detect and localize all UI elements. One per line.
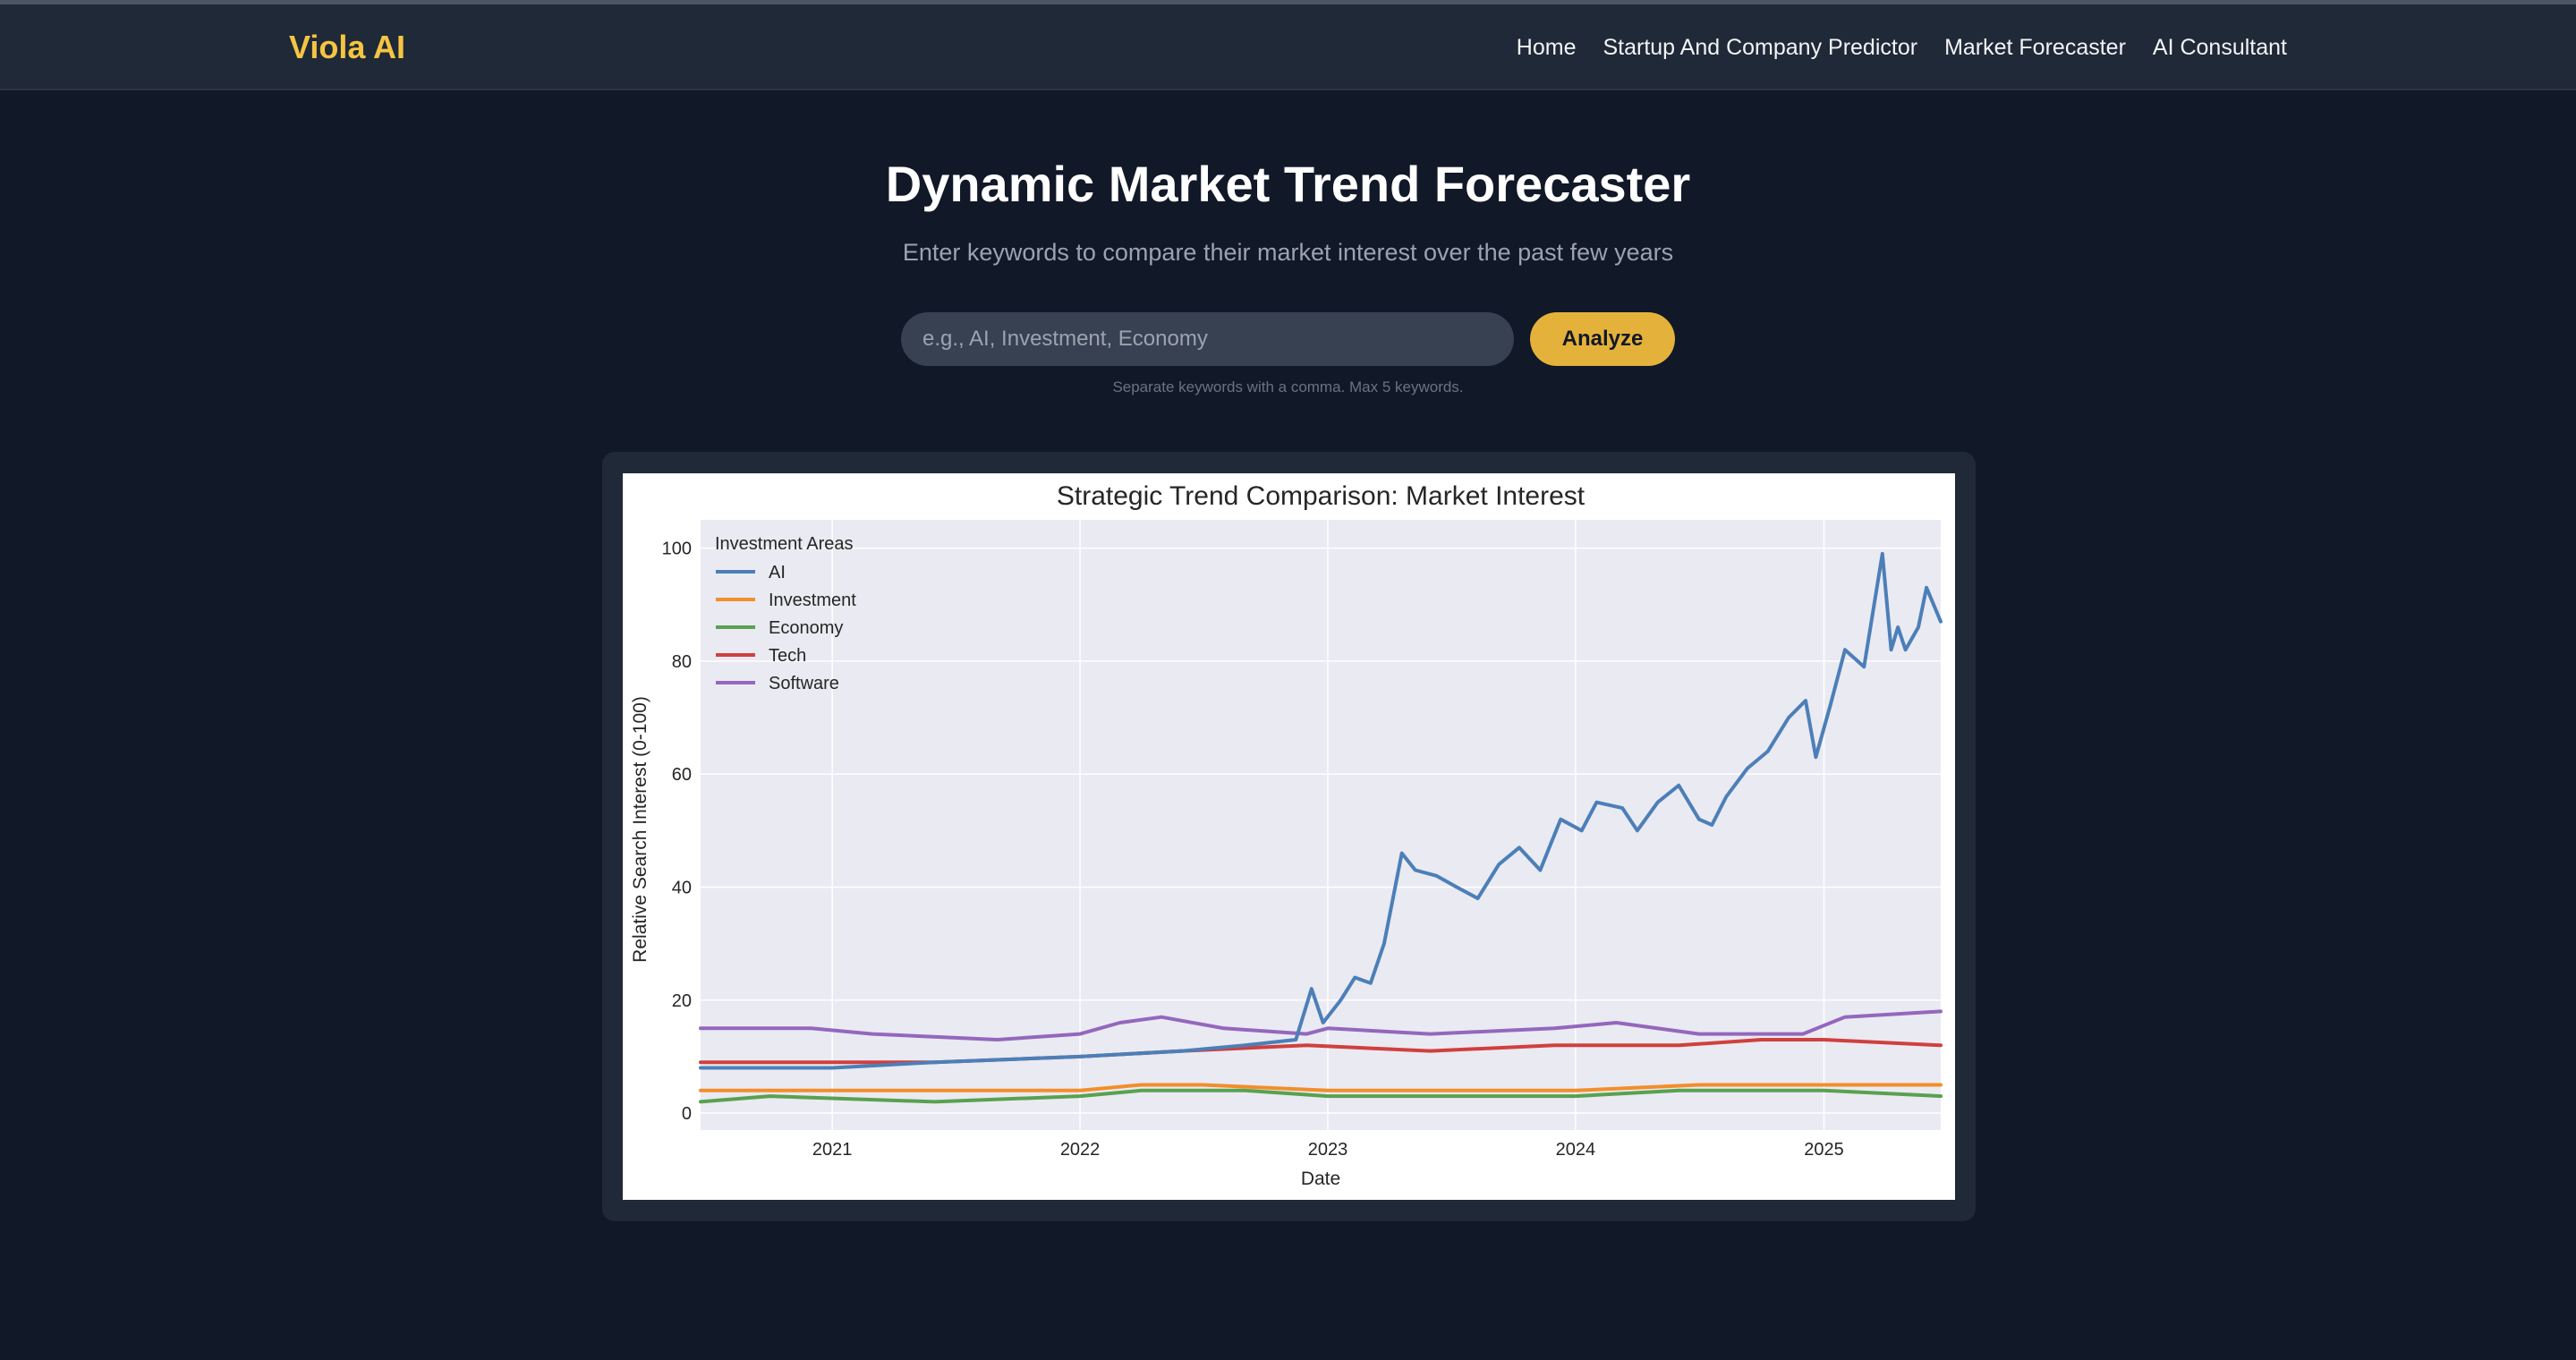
chart-card: 0 20 40 60 80 100 2021 2022 2023 2024 2025 Strateg…	[602, 452, 1976, 1221]
y-tick-label: 100	[662, 540, 692, 559]
x-tick-label: 2022	[1060, 1140, 1101, 1160]
keyword-hint: Separate keywords with a comma. Max 5 ke…	[1112, 378, 1464, 395]
chart-x-axis-label: Date	[1301, 1169, 1340, 1189]
nav-links: Home Startup And Company Predictor Marke…	[1517, 31, 2287, 64]
x-tick-label: 2023	[1308, 1140, 1348, 1160]
nav-consultant-link[interactable]: AI Consultant	[2152, 35, 2287, 60]
series-line-ai	[699, 551, 1943, 1070]
chart-title: Strategic Trend Comparison: Market Inter…	[1057, 481, 1586, 511]
legend-label-investment: Investment	[769, 591, 856, 610]
chart-tick-labels: 0 20 40 60 80 100 2021 2022 2023 2024 2025	[662, 540, 1844, 1160]
y-tick-label: 80	[672, 652, 692, 672]
keyword-search-form: Analyze	[901, 312, 1675, 366]
series-line-investment	[699, 1083, 1943, 1092]
trend-chart: 0 20 40 60 80 100 2021 2022 2023 2024 2025 Strateg…	[623, 473, 1955, 1200]
window-top-border	[0, 0, 2576, 4]
legend-label-tech: Tech	[769, 646, 806, 666]
brand-logo[interactable]: Viola AI	[289, 29, 406, 65]
chart-series-lines	[699, 551, 1943, 1104]
nav-predictor-link[interactable]: Startup And Company Predictor	[1603, 35, 1918, 60]
y-tick-label: 60	[672, 765, 692, 785]
x-tick-label: 2025	[1804, 1140, 1843, 1160]
chart-grid	[701, 520, 1941, 1130]
legend-label-economy: Economy	[769, 618, 843, 638]
series-line-economy	[699, 1088, 1943, 1104]
plot-area	[701, 520, 1941, 1130]
chart-y-axis-label: Relative Search Interest (0-100)	[630, 696, 650, 963]
nav-home-link[interactable]: Home	[1516, 35, 1577, 60]
x-tick-label: 2021	[812, 1140, 853, 1160]
legend-label-ai: AI	[769, 563, 786, 582]
nav-forecaster-link[interactable]: Market Forecaster	[1944, 35, 2126, 60]
y-tick-label: 40	[672, 878, 692, 897]
page-subtitle: Enter keywords to compare their market i…	[902, 239, 1674, 266]
navbar: Viola AI Home Startup And Company Predic…	[0, 4, 2576, 90]
page-title: Dynamic Market Trend Forecaster	[885, 156, 1691, 212]
x-tick-label: 2024	[1556, 1140, 1596, 1160]
chart-image-frame: 0 20 40 60 80 100 2021 2022 2023 2024 2025 Strateg…	[623, 473, 1955, 1200]
legend-title: Investment Areas	[715, 534, 854, 554]
keyword-input[interactable]	[901, 312, 1514, 366]
series-line-software	[699, 1009, 1943, 1041]
y-tick-label: 0	[682, 1104, 692, 1124]
chart-legend: Investment Areas AI Investment Economy Tech…	[715, 534, 856, 693]
analyze-button[interactable]: Analyze	[1530, 312, 1675, 366]
legend-label-software: Software	[769, 674, 839, 693]
y-tick-label: 20	[672, 991, 692, 1011]
